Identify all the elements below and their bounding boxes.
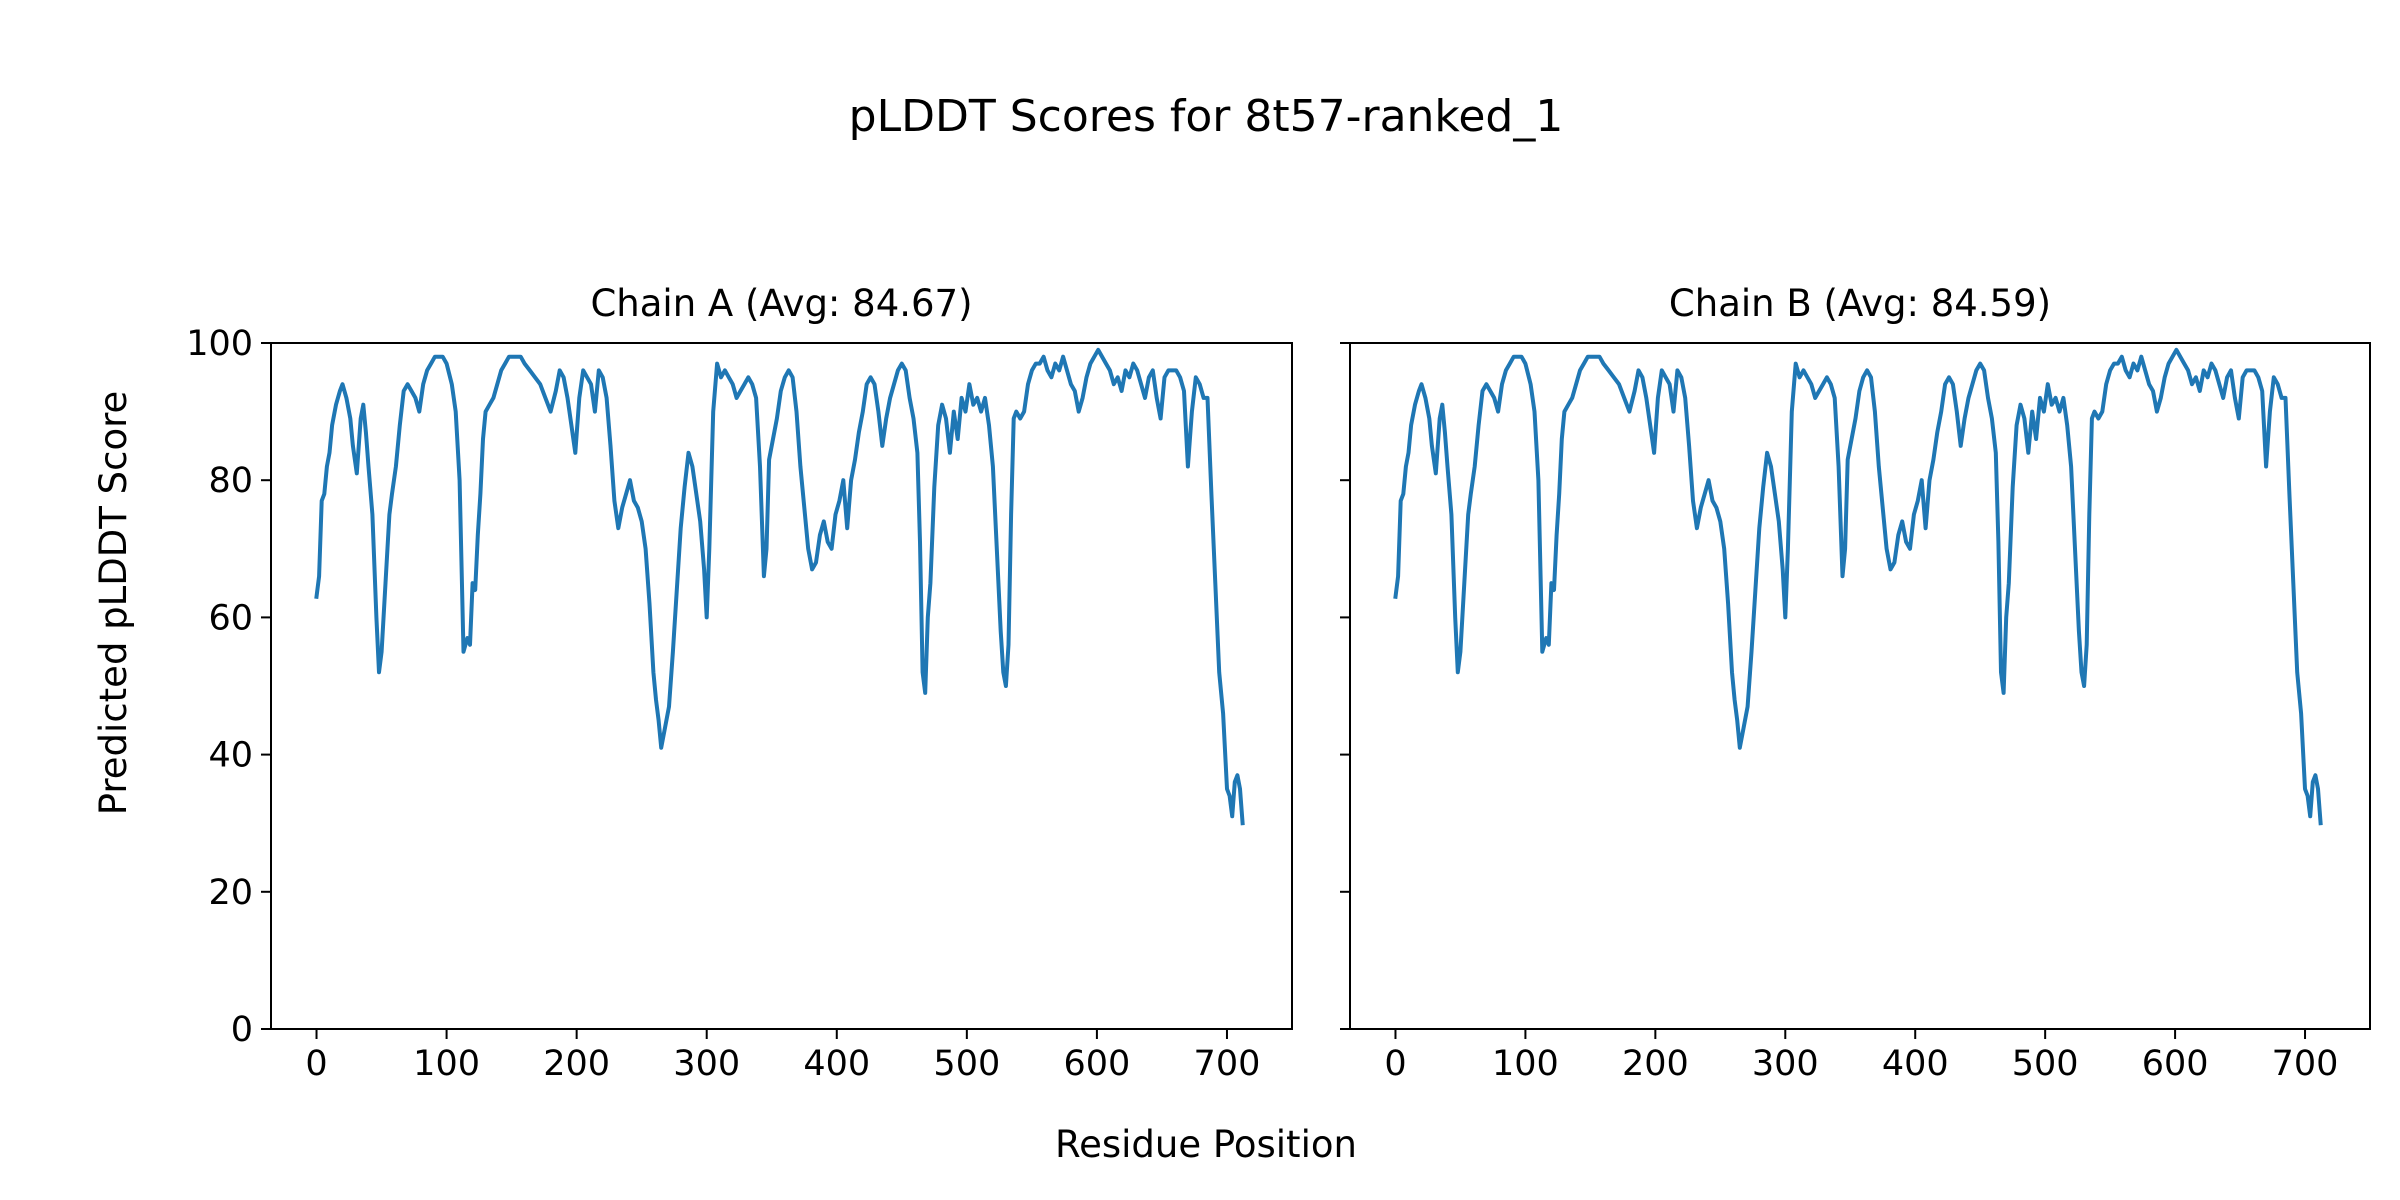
x-tick-label: 600 [1063,1044,1130,1084]
series-line-1-1 [314,347,1245,826]
y-tick-label: 40 [208,736,253,776]
panel-title-1: Chain A (Avg: 84.67) [590,282,972,325]
y-tick-label: 20 [208,873,253,913]
x-tick-label: 400 [803,1044,870,1084]
x-tick-label: 400 [1882,1044,1949,1084]
x-tick-label: 0 [305,1044,327,1084]
x-axis-label: Residue Position [1055,1123,1357,1166]
figure-title: pLDDT Scores for 8t57-ranked_1 [849,91,1564,142]
series-line-2-1 [1393,347,2323,826]
x-tick-label: 200 [543,1044,610,1084]
x-tick-label: 100 [1492,1044,1559,1084]
x-tick-label: 200 [1622,1044,1689,1084]
x-tick-label: 300 [673,1044,740,1084]
x-tick-label: 300 [1752,1044,1819,1084]
axes-frame-2 [1349,342,2371,1030]
x-tick-label: 700 [2272,1044,2339,1084]
chart-panel-2: 0 100 200 300 400 500 600 700 Chain B (Avg: 84.5… [1340,282,2371,1084]
x-tick-label: 0 [1384,1044,1406,1084]
y-tick-label: 80 [208,461,253,501]
y-tick-label: 60 [208,598,253,638]
chart-panel-1: 0 100 200 300 400 500 600 700 0 20 40 60 80 100 Chain … [186,282,1293,1084]
chart-panels: 0 100 200 300 400 500 600 700 0 20 40 60 80 100 Chain … [186,282,2371,1084]
x-tick-label: 500 [2012,1044,2079,1084]
y-axis-label: Predicted pLDDT Score [92,391,135,816]
x-tick-label: 600 [2142,1044,2209,1084]
axes-frame-1 [270,342,1293,1030]
x-tick-label: 700 [1194,1044,1261,1084]
y-tick-label: 100 [186,324,253,364]
y-tick-label: 0 [231,1010,253,1050]
panel-title-2: Chain B (Avg: 84.59) [1669,282,2051,325]
x-tick-label: 100 [413,1044,480,1084]
x-tick-label: 500 [933,1044,1000,1084]
